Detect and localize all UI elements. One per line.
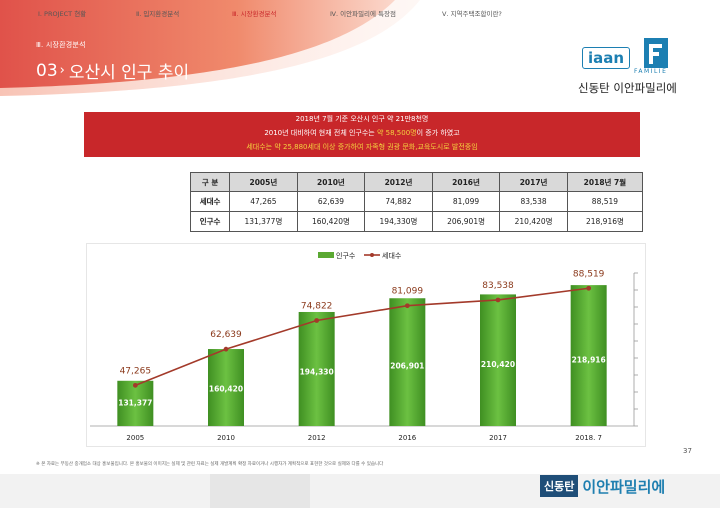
logo-f-mark-icon bbox=[644, 38, 668, 68]
table-header: 2018년 7월 bbox=[566, 172, 644, 192]
line-point-households bbox=[404, 303, 410, 309]
table-cell: 81,099 bbox=[431, 191, 501, 212]
line-point-households bbox=[495, 297, 501, 303]
line-households bbox=[135, 287, 589, 387]
line-data-label: 88,519 bbox=[573, 269, 605, 279]
line-point-households bbox=[132, 382, 138, 388]
x-tick-label: 2016 bbox=[398, 434, 416, 442]
title-text: 오산시 인구 추이 bbox=[68, 63, 190, 83]
line-point-households bbox=[314, 318, 320, 323]
table-cell: 210,420명 bbox=[499, 211, 568, 232]
nav-item-project[interactable]: Ⅰ. PROJECT 현황 bbox=[38, 10, 87, 18]
table-cell: 세대수 bbox=[189, 191, 231, 212]
line-point-households bbox=[223, 346, 229, 352]
header-accent-shape bbox=[0, 0, 420, 96]
legend-marker-households bbox=[370, 253, 374, 257]
population-table: 구 분 2005년 2010년 2012년 2016년 2017년 2018년 … bbox=[189, 172, 644, 232]
nav-item-features[interactable]: Ⅳ. 이안파밀리에 특장점 bbox=[330, 10, 397, 18]
section-tag: Ⅲ. 시장환경분석 bbox=[36, 41, 86, 49]
bar-data-label: 194,330 bbox=[300, 368, 334, 377]
table-header: 2017년 bbox=[499, 172, 568, 192]
logo-name: 신동탄 이안파밀리에 bbox=[578, 81, 677, 95]
table-row: 세대수 47,265 62,639 74,882 81,099 83,538 8… bbox=[189, 191, 644, 212]
table-cell: 인구수 bbox=[189, 211, 231, 232]
legend-swatch-population bbox=[318, 252, 334, 258]
x-tick-label: 2017 bbox=[489, 434, 507, 442]
line-data-label: 47,265 bbox=[120, 366, 152, 376]
footer-logo-brand: 이안파밀리에 bbox=[582, 477, 666, 496]
table-header: 2010년 bbox=[296, 172, 366, 192]
table-cell: 62,639 bbox=[296, 191, 366, 212]
table-cell: 88,519 bbox=[566, 191, 644, 212]
x-tick-label: 2010 bbox=[217, 434, 235, 442]
bar-data-label: 218,916 bbox=[572, 356, 606, 365]
summary-callout: 2018년 7월 기준 오산시 인구 약 21만8천명 2010년 대비하여 현… bbox=[84, 112, 640, 157]
table-cell: 83,538 bbox=[499, 191, 568, 212]
line-data-label: 74,822 bbox=[301, 301, 333, 311]
logo-familie: FAMILIE bbox=[634, 68, 668, 75]
footer-logo-badge: 신동탄 bbox=[540, 475, 579, 497]
table-header: 구 분 bbox=[189, 172, 231, 192]
bar-data-label: 160,420 bbox=[209, 384, 243, 393]
line-data-label: 62,639 bbox=[210, 330, 242, 340]
bar-data-label: 210,420 bbox=[481, 360, 515, 369]
table-header: 2016년 bbox=[431, 172, 501, 192]
footer-logo: 신동탄 이안파밀리에 bbox=[540, 474, 665, 498]
line-data-label: 81,099 bbox=[392, 287, 424, 297]
callout-line-1: 2018년 7월 기준 오산시 인구 약 21만8천명 bbox=[295, 115, 429, 123]
legend-label-population: 인구수 bbox=[336, 251, 356, 260]
table-header-row: 구 분 2005년 2010년 2012년 2016년 2017년 2018년 … bbox=[189, 172, 644, 192]
table-cell: 131,377명 bbox=[229, 211, 298, 232]
nav-item-housing-union[interactable]: Ⅴ. 지역주택조합이란? bbox=[442, 10, 502, 18]
logo-iaan: iaan bbox=[582, 47, 630, 69]
bar-population bbox=[570, 285, 607, 426]
chevron-right-icon: › bbox=[59, 63, 65, 78]
bar-data-label: 206,901 bbox=[390, 362, 424, 371]
nav-item-location[interactable]: Ⅱ. 입지환경분석 bbox=[136, 10, 180, 18]
bar-data-label: 131,377 bbox=[118, 399, 152, 408]
footnote: ※ 본 자료는 부동산 중개업소 대상 홍보물입니다. 본 홍보물의 이미지는 … bbox=[36, 462, 384, 467]
page-number: 37 bbox=[683, 447, 692, 455]
x-tick-label: 2012 bbox=[308, 434, 326, 442]
chart-frame bbox=[86, 243, 646, 447]
table-row: 인구수 131,377명 160,420명 194,330명 206,901명 … bbox=[189, 211, 644, 232]
title-number: 03 bbox=[36, 60, 58, 81]
page-title: 03 › 오산시 인구 추이 bbox=[36, 58, 190, 84]
x-tick-label: 2018. 7 bbox=[575, 434, 602, 442]
callout-line-3: 세대수는 약 25,880세대 이상 증가하여 자족형 권광 문화,교육도시로 … bbox=[246, 143, 478, 151]
legend-label-households: 세대수 bbox=[382, 251, 402, 260]
table-cell: 206,901명 bbox=[431, 211, 501, 232]
footer-active-highlight bbox=[210, 474, 310, 508]
population-chart: 131,377 2005 160,420 2010 194,330 2012 206,901… bbox=[86, 243, 646, 447]
table-header: 2005년 bbox=[229, 172, 298, 192]
line-data-label: 83,538 bbox=[482, 281, 514, 291]
table-cell: 218,916명 bbox=[566, 211, 644, 232]
table-cell: 47,265 bbox=[229, 191, 298, 212]
line-point-households bbox=[586, 285, 592, 291]
table-cell: 160,420명 bbox=[296, 211, 366, 232]
bar-population bbox=[208, 349, 244, 426]
bar-population bbox=[480, 294, 516, 426]
table-cell: 194,330명 bbox=[364, 211, 433, 232]
bar-population bbox=[298, 311, 335, 426]
footer-nav bbox=[0, 474, 720, 508]
table-cell: 74,882 bbox=[364, 191, 433, 212]
nav-item-market[interactable]: Ⅲ. 시장환경분석 bbox=[232, 10, 277, 18]
bar-population bbox=[389, 298, 426, 426]
x-tick-label: 2005 bbox=[126, 434, 144, 442]
table-header: 2012년 bbox=[364, 172, 433, 192]
callout-line-2: 2010년 대비하여 현재 전체 인구수는 약 58,500명이 증가 하였고 bbox=[264, 129, 460, 137]
bar-population bbox=[117, 380, 154, 426]
brand-logo: iaan FAMILIE 신동탄 이안파밀리에 bbox=[578, 38, 690, 102]
